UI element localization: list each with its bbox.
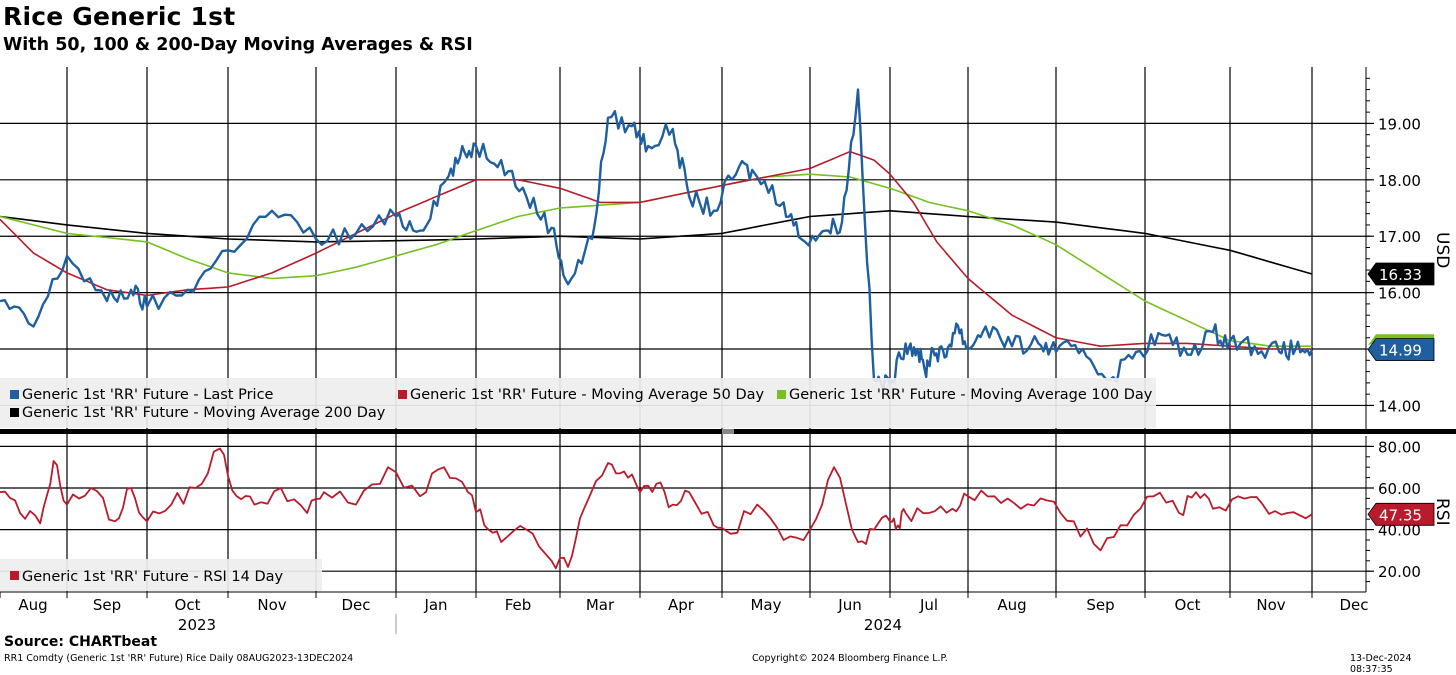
legend-ma100-label: Generic 1st 'RR' Future - Moving Average…	[789, 387, 1153, 403]
x-year-label: 2024	[864, 616, 902, 634]
legend-rsi-swatch	[10, 571, 19, 580]
y-tick-label: 18.00	[1378, 172, 1421, 190]
ma200-last-tag: 16.33	[1367, 262, 1435, 286]
ticker-description: RR1 Comdty (Generic 1st 'RR' Future) Ric…	[4, 653, 354, 664]
x-month-label: Nov	[257, 596, 286, 614]
x-month-label: Aug	[997, 596, 1026, 614]
price-last-tag: 14.99	[1367, 338, 1435, 361]
chart-title: Rice Generic 1st	[3, 2, 236, 31]
x-month-label: Mar	[586, 596, 615, 614]
x-month-label: Jan	[423, 596, 447, 614]
x-month-label: Aug	[18, 596, 47, 614]
series-rsi-line	[0, 447, 1313, 570]
rsi-last-tag: 47.35	[1367, 502, 1435, 526]
rsi-last-tag-bg	[1367, 502, 1435, 526]
x-month-label: Jun	[837, 596, 861, 614]
rsi-legend	[0, 559, 322, 591]
x-month-label: Dec	[1339, 596, 1368, 614]
x-month-label: Sep	[1086, 596, 1114, 614]
legend-ma50-swatch	[398, 390, 407, 399]
rsi-tick-label: 80.00	[1378, 438, 1421, 456]
rsi-tick-label: 60.00	[1378, 480, 1421, 498]
x-month-label: Sep	[93, 596, 121, 614]
source-note: Source: CHARTbeat	[4, 634, 158, 650]
rsi-axis-title: RSI	[1432, 498, 1452, 526]
chart-subtitle: With 50, 100 & 200-Day Moving Averages &…	[3, 35, 473, 55]
legend-ma50-label: Generic 1st 'RR' Future - Moving Average…	[410, 387, 765, 403]
x-month-label: Dec	[341, 596, 370, 614]
x-month-label: Apr	[668, 596, 695, 614]
rsi-tick-label: 20.00	[1378, 563, 1421, 581]
series-ma200-line	[0, 210, 1313, 275]
x-month-label: May	[750, 596, 781, 614]
ma200-last-tag-bg	[1367, 262, 1435, 286]
ma200-last-tag-text: 16.33	[1379, 266, 1422, 284]
series-ma50-line	[0, 150, 1312, 350]
rsi-last-tag-text: 47.35	[1379, 506, 1422, 524]
copyright-note: Copyright© 2024 Bloomberg Finance L.P.	[752, 653, 948, 664]
legend-ma200-swatch	[10, 408, 19, 417]
x-year-label: 2023	[178, 616, 216, 634]
legend-ma100-swatch	[777, 390, 786, 399]
x-month-label: Feb	[505, 596, 532, 614]
y-tick-label: 17.00	[1378, 228, 1421, 246]
series-price-line	[0, 88, 1314, 393]
panel-divider-handle[interactable]	[722, 429, 734, 434]
y-tick-label: 19.00	[1378, 115, 1421, 133]
legend-ma200-label: Generic 1st 'RR' Future - Moving Average…	[22, 405, 386, 421]
series-ma100-line	[0, 173, 1312, 348]
x-month-label: Jul	[919, 596, 938, 614]
y-axis-title: USD	[1432, 232, 1452, 268]
legend-rsi-label: Generic 1st 'RR' Future - RSI 14 Day	[22, 569, 284, 585]
x-month-label: Oct	[175, 596, 201, 614]
price-last-tag-bg	[1367, 338, 1435, 361]
timestamp: 13-Dec-2024 08:37:35	[1350, 653, 1412, 675]
y-tick-label: 14.00	[1378, 397, 1421, 415]
price-last-tag-text: 14.99	[1379, 342, 1422, 360]
y-tick-label: 16.00	[1378, 285, 1421, 303]
main-legend	[0, 378, 1156, 428]
legend-price-swatch	[10, 390, 19, 399]
legend-price-label: Generic 1st 'RR' Future - Last Price	[22, 387, 274, 403]
rsi-tick-label: 40.00	[1378, 522, 1421, 540]
x-month-label: Oct	[1175, 596, 1201, 614]
x-month-label: Nov	[1256, 596, 1285, 614]
